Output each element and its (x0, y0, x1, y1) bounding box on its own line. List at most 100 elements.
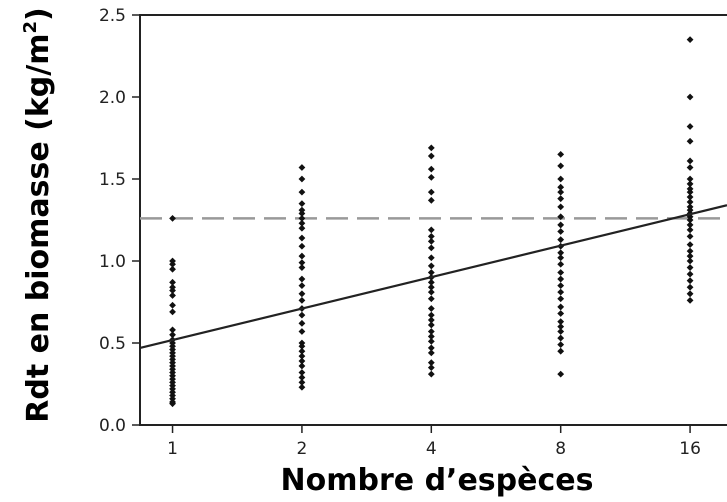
y-tick-label: 2.0 (99, 88, 126, 108)
data-point (427, 295, 435, 303)
data-point (557, 323, 565, 330)
data-point (427, 233, 435, 240)
data-point (298, 164, 306, 171)
data-point (427, 244, 435, 252)
data-point (427, 278, 435, 286)
data-point (557, 249, 565, 257)
data-point (557, 188, 565, 196)
data-point (427, 349, 435, 357)
data-point (686, 264, 694, 271)
data-point (298, 296, 306, 304)
data-point (557, 295, 565, 303)
data-point (686, 277, 694, 285)
data-point (298, 275, 306, 283)
data-point (686, 198, 694, 206)
data-point (557, 183, 565, 191)
y-tick-label: 0.0 (99, 416, 126, 436)
data-point (686, 180, 694, 188)
y-tick-label: 0.5 (99, 334, 126, 354)
data-point (427, 288, 435, 296)
data-point (169, 287, 176, 294)
data-point (427, 283, 435, 291)
data-point (427, 254, 435, 262)
data-point (298, 290, 306, 298)
data-point (427, 337, 435, 345)
y-tick-label: 2.5 (99, 6, 126, 26)
data-point (557, 328, 565, 335)
data-point (557, 195, 565, 203)
data-point (557, 151, 565, 158)
data-point (169, 326, 176, 334)
data-point (427, 333, 435, 340)
data-point (427, 237, 435, 245)
data-point (298, 188, 306, 196)
data-point (557, 370, 565, 378)
data-point (427, 196, 435, 204)
data-point (557, 275, 565, 283)
data-point (298, 214, 306, 222)
data-point (557, 260, 565, 268)
data-point (169, 265, 176, 273)
data-point (557, 347, 565, 355)
data-point (298, 362, 306, 370)
data-point (686, 226, 694, 234)
data-point (427, 262, 435, 270)
data-point (427, 316, 435, 324)
data-point (298, 259, 306, 267)
data-point (686, 233, 694, 240)
y-axis-title-end: ) (21, 7, 56, 21)
data-point (298, 347, 306, 355)
y-tick-label: 1.0 (99, 252, 126, 272)
data-point (298, 224, 306, 232)
data-point (427, 328, 435, 335)
data-point (557, 175, 565, 183)
data-point (298, 200, 306, 207)
data-point (298, 264, 306, 271)
data-point (557, 341, 565, 349)
data-point (686, 157, 694, 165)
data-point (427, 226, 435, 234)
data-point (427, 305, 435, 312)
x-tick-label: 1 (167, 439, 178, 459)
x-tick-label: 4 (426, 439, 437, 459)
data-point (686, 36, 694, 43)
data-point (557, 162, 565, 170)
data-point (557, 203, 565, 211)
data-point (557, 282, 565, 289)
data-point (686, 290, 694, 298)
data-point (298, 342, 306, 350)
regression-line (139, 204, 727, 349)
data-point (298, 219, 306, 227)
data-point (298, 319, 306, 327)
data-point (169, 301, 176, 309)
data-point (686, 123, 694, 130)
x-tick-label: 16 (679, 439, 701, 459)
data-point (298, 282, 306, 289)
data-point (298, 252, 306, 260)
data-point (298, 311, 306, 319)
data-point (298, 357, 306, 365)
data-point (298, 234, 306, 242)
data-point (686, 270, 694, 278)
data-point (557, 236, 565, 244)
data-point (686, 216, 694, 224)
data-point (298, 383, 306, 391)
data-point (686, 93, 694, 101)
data-point (427, 370, 435, 378)
data-point (686, 252, 694, 260)
plot-frame (139, 14, 727, 426)
data-point (169, 260, 176, 268)
data-point (169, 292, 176, 299)
data-point (169, 400, 176, 408)
data-point (298, 175, 306, 183)
y-axis-title-superscript: 2 (20, 21, 41, 34)
data-point (427, 344, 435, 352)
data-point (427, 188, 435, 196)
x-tick-label: 8 (555, 439, 566, 459)
data-point (686, 221, 694, 229)
y-axis-title: Rdt en biomasse (kg/m2) (20, 7, 56, 423)
data-point (298, 210, 306, 217)
data-point (298, 328, 306, 335)
data-point (557, 213, 565, 221)
